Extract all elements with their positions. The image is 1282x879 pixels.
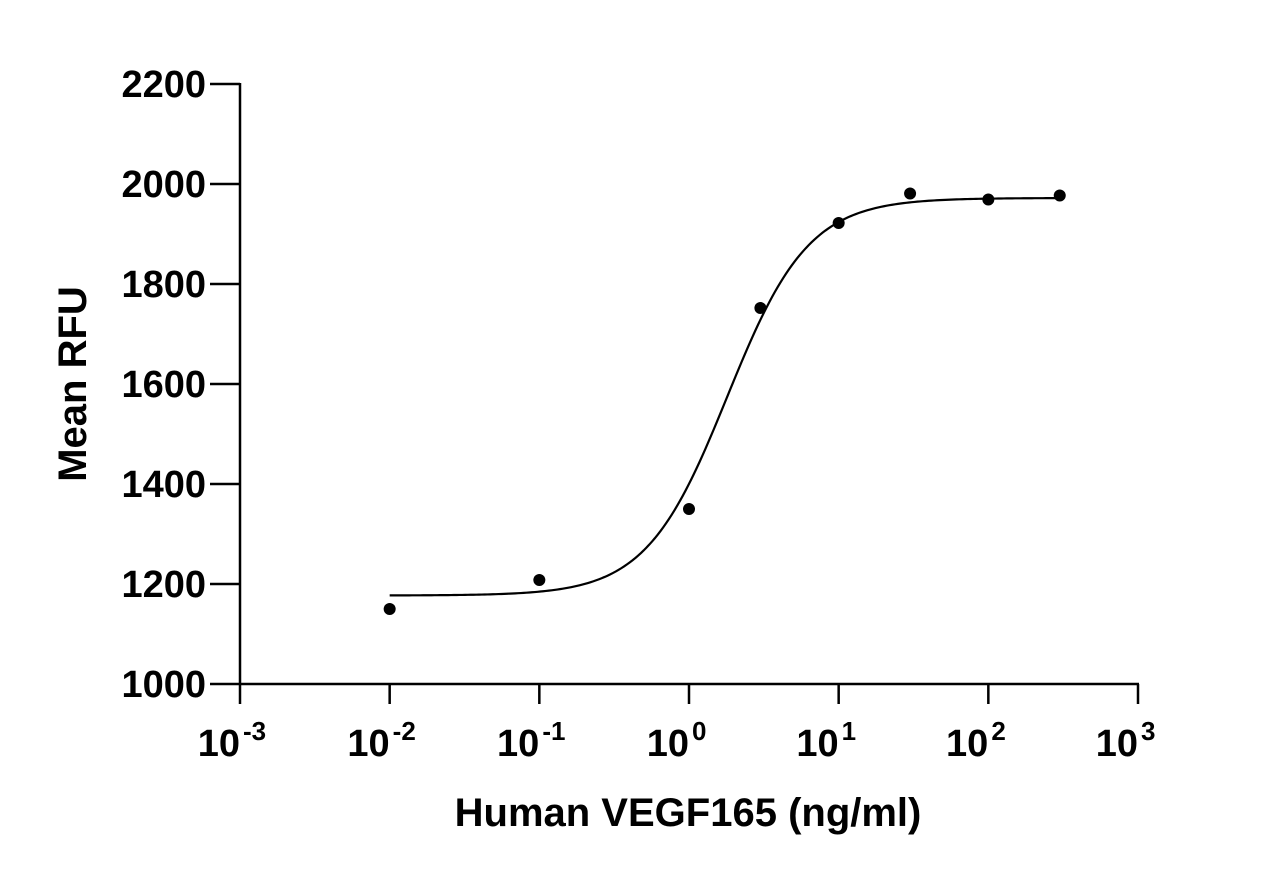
y-tick-label: 1600 [121,364,206,406]
y-tick-label: 1800 [121,264,206,306]
x-axis-title: Human VEGF165 (ng/ml) [455,791,922,835]
x-tick-base: 10 [347,723,389,765]
y-tick-label: 2000 [121,164,206,206]
data-point [1053,189,1066,202]
data-point [832,217,845,229]
x-tick-label: 10 -1 [497,716,565,765]
y-tick-label: 1400 [121,464,206,506]
x-tick-label: 10 0 [647,716,707,765]
x-tick-label: 10 3 [1096,716,1156,765]
x-tick-exponent: 0 [692,716,706,746]
fit-curve [389,197,1060,597]
data-point [383,603,396,615]
x-tick-base: 10 [946,723,988,765]
data-point [533,574,546,586]
x-tick-exponent: -2 [393,716,416,746]
x-tick-label: 10 -3 [198,716,266,765]
x-tick-base: 10 [647,723,689,765]
y-tick-label: 2200 [121,64,206,106]
x-tick-base: 10 [198,723,240,765]
y-tick-label: 1000 [121,664,206,706]
x-tick-base: 10 [497,723,539,765]
x-tick-exponent: 1 [842,716,856,746]
data-points [383,187,1066,615]
x-tick-exponent: -3 [243,716,266,746]
y-axis-ticks: 1000 1200 1400 1600 1800 2000 2200 [121,64,240,706]
x-tick-label: 10 2 [946,716,1006,765]
x-tick-exponent: 3 [1141,716,1155,746]
x-tick-label: 10 1 [796,716,856,765]
x-tick-label: 10 -2 [347,716,415,765]
data-point [754,302,767,314]
x-tick-exponent: -1 [542,716,565,746]
data-point [982,193,995,206]
y-tick-label: 1200 [121,564,206,606]
x-tick-base: 10 [796,723,838,765]
x-axis-ticks: 10 -3 10 -2 10 -1 10 0 10 1 10 2 10 3 [198,684,1156,765]
data-point [904,187,917,200]
y-axis-title: Mean RFU [51,286,95,482]
x-tick-exponent: 2 [991,716,1005,746]
data-point [683,503,695,515]
axes [238,83,1139,686]
x-tick-base: 10 [1096,723,1138,765]
